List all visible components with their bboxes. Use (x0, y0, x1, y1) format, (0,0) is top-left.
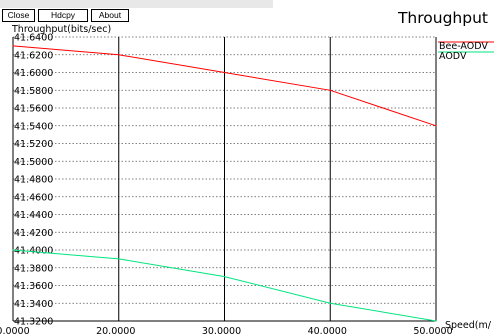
legend-label-bee-aodv: Bee-AODV (439, 41, 488, 52)
y-tick-label: 41.3800 (14, 263, 53, 274)
data-point (118, 258, 120, 260)
y-axis-label: Throughput(bits/sec) (11, 24, 111, 35)
data-point (223, 71, 226, 74)
data-point (12, 45, 14, 47)
data-point (329, 302, 331, 304)
about-button[interactable]: About (91, 9, 129, 22)
data-point (329, 89, 331, 91)
chart-title: Throughput (397, 9, 488, 27)
x-axis-label: Speed(m/ (445, 320, 492, 331)
x-tick-label: 40.0000 (308, 326, 347, 336)
y-tick-label: 41.6200 (14, 50, 53, 61)
y-tick-label: 41.4600 (14, 192, 53, 203)
y-tick-label: 41.4000 (14, 246, 53, 257)
data-point (223, 276, 226, 278)
y-tick-label: 41.6400 (14, 33, 53, 44)
x-tick-label: 10.0000 (0, 326, 30, 336)
y-tick-label: 41.3400 (14, 299, 53, 310)
y-tick-label: 41.5400 (14, 121, 53, 132)
y-tick-label: 41.5600 (14, 104, 53, 115)
y-tick-label: 41.4800 (14, 175, 53, 186)
data-point (435, 320, 437, 322)
data-point (118, 54, 120, 56)
y-tick-label: 41.5200 (14, 139, 53, 150)
hardcopy-button[interactable]: Hdcpy (38, 9, 88, 22)
legend-label-aodv: AODV (439, 51, 467, 62)
y-tick-label: 41.3200 (14, 317, 53, 328)
y-tick-label: 41.5800 (14, 86, 53, 97)
x-tick-label: 30.0000 (202, 326, 241, 336)
x-tick-label: 50.0000 (413, 326, 452, 336)
data-point (12, 249, 14, 251)
window-top-strip (0, 0, 273, 8)
y-tick-label: 41.4400 (14, 210, 53, 221)
y-tick-label: 41.4200 (14, 228, 53, 239)
data-point (435, 125, 437, 127)
close-button[interactable]: Close (2, 9, 35, 22)
x-tick-label: 20.0000 (96, 326, 135, 336)
y-tick-label: 41.6000 (14, 68, 53, 79)
y-tick-label: 41.5000 (14, 157, 53, 168)
y-tick-label: 41.3600 (14, 281, 53, 292)
